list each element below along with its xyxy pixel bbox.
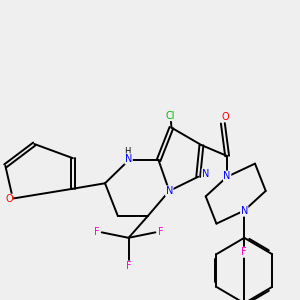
Text: F: F — [158, 227, 164, 237]
Text: N: N — [202, 169, 209, 179]
Text: N: N — [224, 171, 231, 181]
Text: O: O — [5, 194, 13, 204]
Text: O: O — [221, 112, 229, 122]
Text: N: N — [166, 186, 173, 196]
Text: N: N — [125, 154, 132, 164]
Text: N: N — [241, 206, 248, 216]
Text: Cl: Cl — [165, 111, 175, 121]
Text: H: H — [124, 148, 130, 157]
Text: F: F — [94, 227, 99, 237]
Text: F: F — [126, 261, 131, 271]
Text: F: F — [242, 247, 247, 257]
